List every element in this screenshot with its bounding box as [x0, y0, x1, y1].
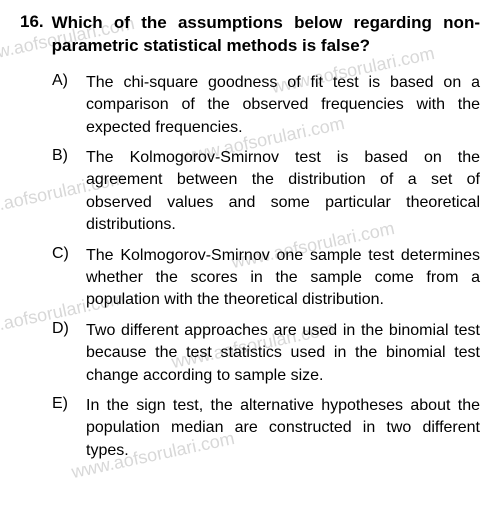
- option-a: A) The chi-square goodness of fit test i…: [52, 72, 480, 139]
- option-text: The chi-square goodness of fit test is b…: [86, 72, 480, 139]
- option-text: Two different approaches are used in the…: [86, 320, 480, 387]
- option-d: D) Two different approaches are used in …: [52, 320, 480, 387]
- option-letter: A): [52, 72, 74, 90]
- options-list: A) The chi-square goodness of fit test i…: [20, 72, 480, 462]
- question-text: Which of the assumptions below regarding…: [52, 12, 480, 58]
- option-letter: E): [52, 395, 74, 413]
- option-letter: B): [52, 147, 74, 165]
- option-text: In the sign test, the alternative hypoth…: [86, 395, 480, 462]
- option-text: The Kolmogorov-Smirnov one sample test d…: [86, 245, 480, 312]
- option-e: E) In the sign test, the alternative hyp…: [52, 395, 480, 462]
- option-text: The Kolmogorov-Smirnov test is based on …: [86, 147, 480, 237]
- question-number: 16.: [20, 12, 44, 32]
- question-header: 16. Which of the assumptions below regar…: [20, 12, 480, 58]
- option-b: B) The Kolmogorov-Smirnov test is based …: [52, 147, 480, 237]
- option-letter: C): [52, 245, 74, 263]
- option-c: C) The Kolmogorov-Smirnov one sample tes…: [52, 245, 480, 312]
- option-letter: D): [52, 320, 74, 338]
